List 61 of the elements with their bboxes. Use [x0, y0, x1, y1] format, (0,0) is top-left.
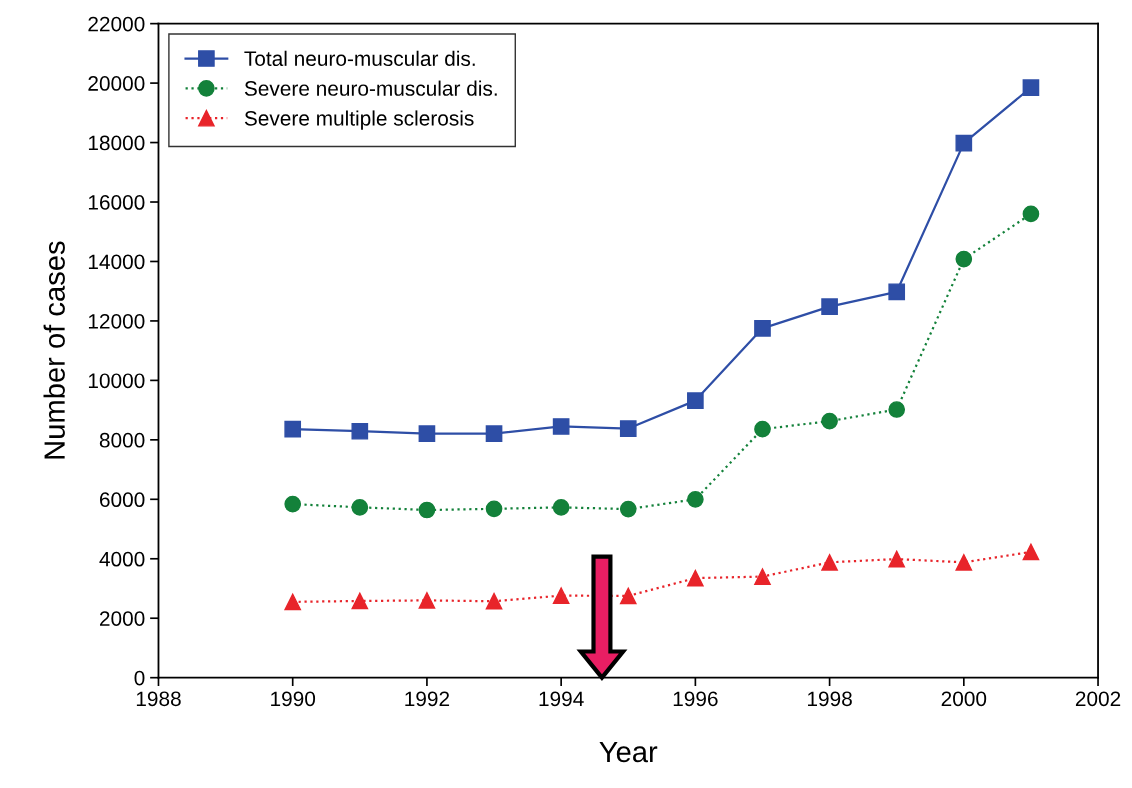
point: [418, 425, 436, 442]
point: [552, 418, 570, 435]
point: [955, 553, 973, 571]
y-tick-label: 20000: [88, 76, 145, 91]
point: [485, 425, 503, 442]
point: [821, 553, 838, 571]
point: [1022, 543, 1040, 561]
point: [687, 569, 704, 587]
x-tick-label: 1988: [136, 691, 181, 707]
y-tick-label: 14000: [88, 254, 145, 270]
point: [552, 587, 570, 604]
x-tick-label: 2002: [1075, 691, 1121, 707]
point: [351, 422, 369, 440]
y-tick-label: 0: [134, 670, 145, 686]
point: [418, 592, 436, 609]
point: [284, 495, 302, 513]
x-tick-label: 1992: [405, 691, 450, 707]
point: [888, 550, 906, 568]
point: [351, 498, 369, 516]
y-tick-label: 4000: [99, 551, 145, 567]
point: [619, 500, 637, 518]
legend-label: Total neuro-muscular dis.: [244, 50, 475, 67]
point: [754, 568, 771, 585]
point: [619, 587, 637, 605]
x-tick-label: 1990: [271, 691, 316, 707]
x-tick-label: 1998: [808, 691, 852, 707]
y-tick-label: 18000: [88, 135, 145, 151]
y-tick-label: 12000: [88, 313, 145, 329]
y-tick-label: 22000: [88, 16, 145, 32]
point: [351, 592, 369, 610]
point: [821, 412, 838, 430]
point: [619, 420, 637, 437]
point: [687, 490, 704, 508]
point: [888, 283, 906, 301]
legend-label: Severe neuro-muscular dis.: [244, 80, 497, 96]
y-tick-label: 16000: [88, 195, 145, 210]
point: [821, 298, 838, 315]
y-tick-label: 2000: [99, 611, 145, 626]
legend-label: Severe multiple sclerosis: [244, 110, 474, 130]
point: [284, 593, 302, 611]
point: [284, 420, 302, 438]
y-tick-label: 6000: [100, 492, 145, 508]
y-tick-label: 8000: [99, 432, 145, 448]
point: [888, 401, 906, 418]
point: [754, 320, 771, 337]
point: [955, 250, 973, 268]
point: [552, 498, 570, 516]
point: [955, 134, 973, 152]
point: [485, 592, 503, 610]
y-axis-title: Number of cases: [43, 241, 65, 459]
point: [418, 501, 436, 519]
x-tick-label: 2000: [941, 691, 987, 707]
point: [485, 500, 503, 518]
point: [687, 392, 704, 409]
point: [1022, 205, 1040, 223]
y-tick-label: 10000: [88, 373, 145, 389]
x-tick-label: 1996: [673, 691, 718, 707]
x-tick-label: 1994: [539, 691, 584, 707]
x-axis-title: Year: [599, 741, 658, 763]
point: [754, 420, 771, 438]
point: [1022, 79, 1040, 96]
